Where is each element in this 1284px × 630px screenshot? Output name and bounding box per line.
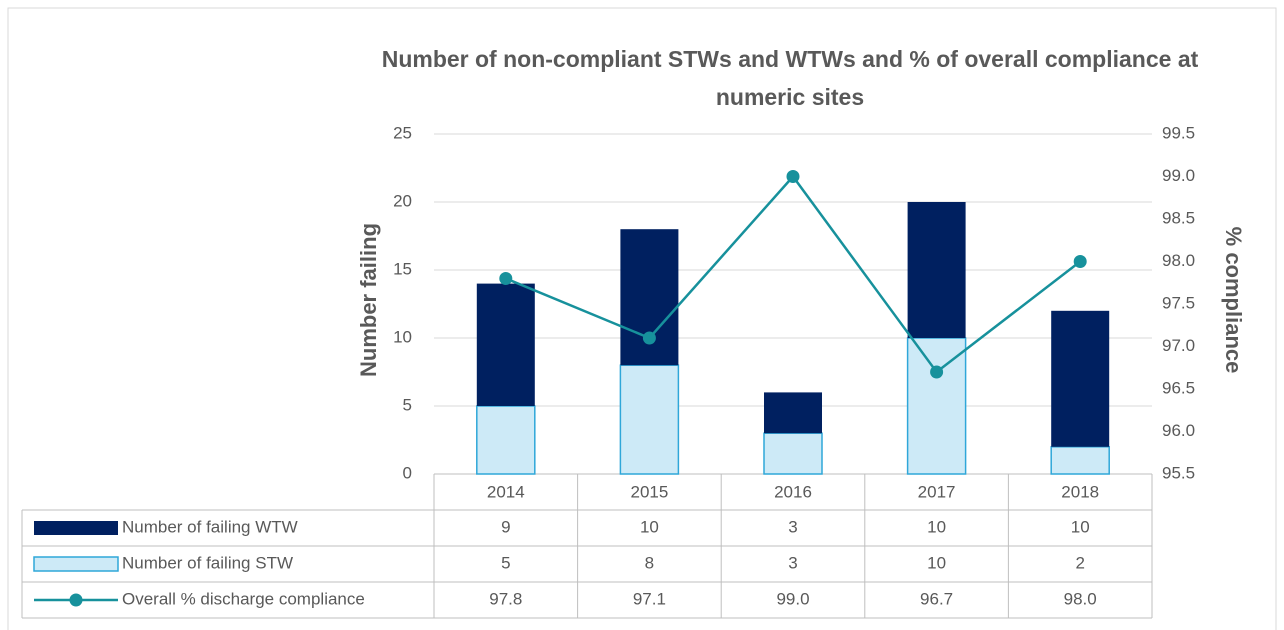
bar: [907, 202, 966, 338]
x-tick-label: 2018: [1061, 482, 1099, 501]
table-cell: 98.0: [1064, 589, 1097, 608]
line-marker: [930, 365, 944, 379]
table-cell: 9: [501, 517, 510, 536]
legend-label: Number of failing STW: [122, 553, 293, 572]
table-cell: 2: [1075, 553, 1084, 572]
y2-axis-title: % compliance: [1221, 227, 1246, 374]
y2-tick-label: 98.5: [1162, 208, 1195, 227]
table-cell: 3: [788, 553, 797, 572]
chart-title: Number of non-compliant STWs and WTWs an…: [382, 46, 1199, 72]
y2-tick-label: 97.5: [1162, 293, 1195, 312]
legend-label: Overall % discharge compliance: [122, 589, 365, 608]
y-tick-label: 0: [403, 463, 412, 482]
table-cell: 10: [927, 517, 946, 536]
x-tick-label: 2017: [918, 482, 956, 501]
bar: [476, 283, 535, 406]
bar: [763, 432, 823, 475]
bar: [476, 405, 536, 475]
y-tick-label: 10: [393, 327, 412, 346]
y-tick-label: 20: [393, 191, 412, 210]
bar: [620, 229, 679, 366]
legend-swatch: [33, 556, 119, 572]
y2-tick-label: 95.5: [1162, 463, 1195, 482]
table-cell: 97.1: [633, 589, 666, 608]
x-tick-label: 2015: [630, 482, 668, 501]
table-cell: 10: [1071, 517, 1090, 536]
table-cell: 8: [645, 553, 654, 572]
y2-tick-label: 96.5: [1162, 378, 1195, 397]
y-tick-label: 5: [403, 395, 412, 414]
table-cell: 10: [927, 553, 946, 572]
bar: [764, 392, 822, 434]
legend-swatch: [34, 521, 118, 535]
line-marker: [786, 170, 800, 183]
bar: [1051, 310, 1110, 447]
line: [505, 174, 1081, 374]
y-tick-label: 25: [393, 123, 412, 142]
x-tick-label: 2016: [774, 482, 812, 501]
chart-title: numeric sites: [716, 84, 864, 110]
table-cell: 96.7: [920, 589, 953, 608]
y2-tick-label: 97.0: [1162, 336, 1195, 355]
y2-tick-label: 98.0: [1162, 251, 1195, 270]
table-cell: 3: [788, 517, 797, 536]
table-cell: 10: [640, 517, 659, 536]
y2-tick-label: 99.0: [1162, 166, 1195, 185]
line-marker: [642, 331, 656, 345]
x-tick-label: 2014: [487, 482, 525, 501]
y-axis-title: Number failing: [356, 223, 381, 377]
table-cell: 99.0: [776, 589, 809, 608]
y2-tick-label: 96.0: [1162, 421, 1195, 440]
bar: [906, 337, 967, 475]
y-tick-label: 15: [393, 259, 412, 278]
bar: [619, 364, 680, 475]
y2-tick-label: 99.5: [1162, 123, 1195, 142]
legend-swatch: [69, 593, 83, 607]
table-cell: 97.8: [489, 589, 522, 608]
line-marker: [499, 272, 513, 285]
legend-label: Number of failing WTW: [122, 517, 298, 536]
bar: [1050, 446, 1110, 475]
chart-frame: [7, 7, 1277, 630]
line-marker: [1073, 255, 1087, 268]
table-cell: 5: [501, 553, 510, 572]
